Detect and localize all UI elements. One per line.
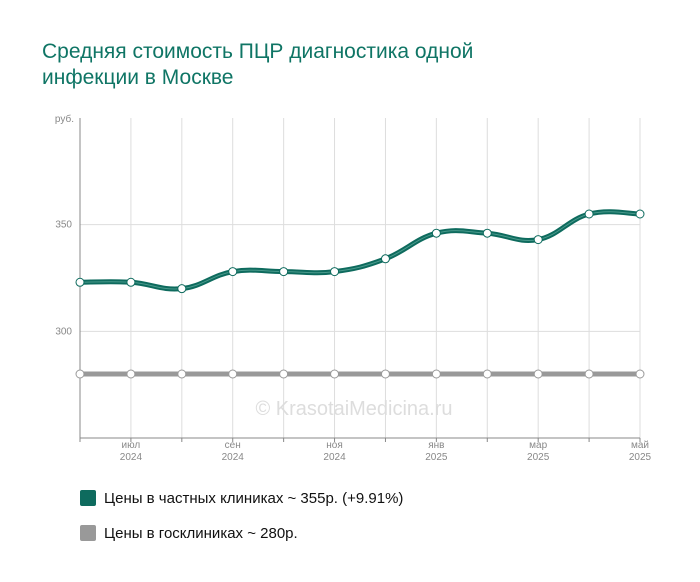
x-tick-label: 2025 <box>425 452 448 463</box>
y-tick-label: 350 <box>55 220 72 231</box>
x-tick-label: 2024 <box>120 452 143 463</box>
chart-title: инфекции в Москве <box>42 66 233 89</box>
x-tick-label: 2024 <box>222 452 245 463</box>
point <box>380 369 390 379</box>
x-tick-label: июл <box>122 440 141 451</box>
legend-label: Цены в госклиниках ~ 280р. <box>104 525 298 542</box>
x-tick-label: 2025 <box>527 452 550 463</box>
point <box>75 369 85 379</box>
x-tick-label: мар <box>529 440 547 451</box>
point <box>279 267 289 277</box>
point <box>635 369 645 379</box>
x-tick-label: ноя <box>326 440 343 451</box>
legend-label: Цены в частных клиниках ~ 355р. (+9.91%) <box>104 490 403 507</box>
point <box>330 267 340 277</box>
point <box>177 369 187 379</box>
point <box>533 369 543 379</box>
point <box>431 228 441 238</box>
point <box>279 369 289 379</box>
point <box>482 228 492 238</box>
point <box>533 235 543 245</box>
point <box>431 369 441 379</box>
legend-swatch <box>80 525 96 541</box>
x-tick-label: сен <box>225 440 241 451</box>
x-tick-label: май <box>631 440 649 451</box>
x-tick-label: янв <box>428 440 444 451</box>
x-tick-label: 2024 <box>323 452 346 463</box>
y-tick-label: 300 <box>55 326 72 337</box>
point <box>228 369 238 379</box>
watermark: © KrasotaiMedicina.ru <box>255 398 452 420</box>
point <box>75 277 85 287</box>
series-line <box>79 209 641 292</box>
point <box>330 369 340 379</box>
point <box>228 267 238 277</box>
chart-title: Средняя стоимость ПЦР диагностика одной <box>42 40 473 63</box>
point <box>177 284 187 294</box>
x-tick-label: 2025 <box>629 452 652 463</box>
point <box>482 369 492 379</box>
y-unit-label: руб. <box>55 113 74 125</box>
point <box>380 254 390 264</box>
point <box>584 209 594 219</box>
legend-swatch <box>80 490 96 506</box>
point <box>126 277 136 287</box>
point <box>126 369 136 379</box>
point <box>584 369 594 379</box>
point <box>635 209 645 219</box>
series-line-highlight <box>79 211 641 290</box>
